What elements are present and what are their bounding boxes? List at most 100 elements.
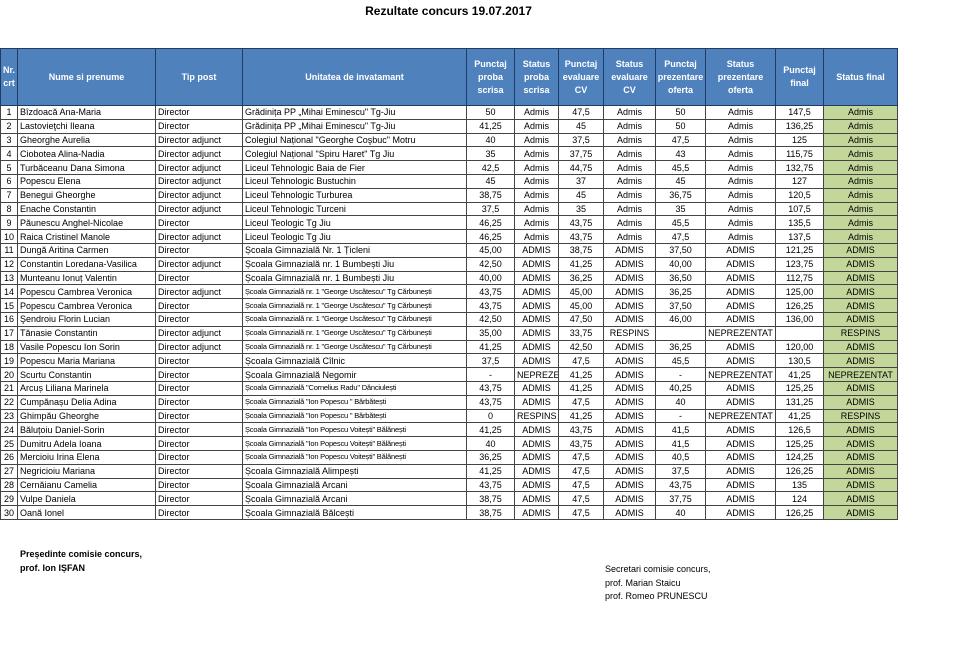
table-cell: Constantin Loredana-Vasilica [17,256,156,272]
table-cell: 36,25 [558,270,604,286]
table-cell: ADMIS [823,311,898,327]
table-cell: 47,5 [558,477,604,493]
table-cell: 45,5 [655,353,706,369]
table-cell: 8 [0,201,18,217]
table-cell: Director [155,394,243,410]
table-cell: 45,5 [655,160,706,175]
table-cell: 36,50 [655,270,706,286]
table-cell: 35 [466,146,515,162]
table-cell: ADMIS [823,505,898,520]
table-cell: Director adjunct [155,229,243,244]
table-cell: ADMIS [514,284,559,300]
table-cell: 43,75 [558,229,604,244]
table-cell: Vasile Popescu Ion Sorin [17,339,156,355]
table-cell: 35,00 [466,325,515,341]
table-cell: 126,25 [775,463,824,479]
table-cell: 45 [558,118,604,134]
table-cell: Liceul Tehnologic Turburea [242,187,467,203]
header-row: Nr. crt Nume si prenume Tip post Unitatea d… [0,48,898,106]
table-cell: Director adjunct [155,160,243,175]
table-cell: 115,75 [775,146,824,162]
table-cell: 45,00 [558,284,604,300]
table-cell: 41,25 [558,380,604,396]
table-cell: Popescu Elena [17,173,156,189]
table-cell: Director adjunct [155,146,243,162]
table-cell: 125,00 [775,284,824,300]
table-cell: 6 [0,173,18,189]
table-cell: Școala Gimnazială Nr. 1 Țicleni [242,242,467,258]
table-cell: 41,25 [775,367,824,382]
table-cell: NEPREZENTAT [705,367,776,382]
table-cell: 47,5 [655,132,706,148]
table-row: 26 Mercioiu Irina Elena Director Școala Gim… [0,449,898,465]
table-cell: Admis [823,146,898,162]
table-cell: Admis [705,105,776,120]
table-row: 21 Arcuș Liliana Marinela Director Școala G… [0,380,898,396]
table-cell: Liceul Tehnologic Bustuchin [242,173,467,189]
table-cell: 37,5 [466,201,515,217]
table-cell: ADMIS [705,270,776,286]
table-cell: - [466,367,515,382]
table-cell: 45,00 [466,242,515,258]
table-cell: Școala Gimnazială "Ion Popescu " Bărbăte… [242,394,467,410]
table-cell: 43,75 [466,298,515,313]
table-cell: ADMIS [514,463,559,479]
table-cell: ADMIS [514,477,559,493]
table-cell: 37,5 [558,132,604,148]
table-cell: 20 [0,367,18,382]
table-cell: 25 [0,436,18,451]
table-cell: 126,25 [775,505,824,520]
table-cell: 125,25 [775,380,824,396]
table-cell: 41,25 [558,408,604,424]
table-cell: 43 [655,146,706,162]
table-cell: ADMIS [705,311,776,327]
table-cell: ADMIS [705,449,776,465]
table-cell: 23 [0,408,18,424]
table-cell: ADMIS [705,422,776,438]
table-cell: Popescu Cambrea Veronica [17,284,156,300]
table-cell: 47,5 [558,505,604,520]
table-cell: NEPREZENTAT [705,408,776,424]
table-cell: ADMIS [823,298,898,313]
table-cell: ADMIS [603,408,656,424]
table-cell: ADMIS [705,256,776,272]
table-cell: ADMIS [705,477,776,493]
table-cell: Arcuș Liliana Marinela [17,380,156,396]
table-row: 24 Băluțoiu Daniel-Sorin Director Școala Gi… [0,422,898,438]
table-cell: 137,5 [775,229,824,244]
table-cell: ADMIS [514,242,559,258]
table-cell: ADMIS [823,491,898,507]
table-cell: ADMIS [705,505,776,520]
signature-line: Președinte comisie concurs, [20,549,143,559]
table-cell: 37,50 [655,298,706,313]
table-cell: 24 [0,422,18,438]
table-cell: 15 [0,298,18,313]
column-header: Punctaj prezentare oferta [655,48,706,106]
table-cell: 47,5 [558,491,604,507]
table-cell: 38,75 [466,187,515,203]
table-cell: ADMIS [514,436,559,451]
table-cell: 37,75 [655,491,706,507]
table-cell: 16 [0,311,18,327]
column-header: Nume si prenume [17,48,156,106]
table-row: 7 Benegui Gheorghe Director adjunct Liceul … [0,187,898,203]
table-row: 10 Raica Cristinel Manole Director adjunct… [0,229,898,244]
table-row: 23 Ghimpău Gheorghe Director Școala Gimnazi… [0,408,898,424]
table-cell: ADMIS [823,270,898,286]
table-cell: 12 [0,256,18,272]
table-cell: 125 [775,132,824,148]
table-cell: 40,5 [655,449,706,465]
table-cell: 121,25 [775,242,824,258]
table-cell: 130,5 [775,353,824,369]
table-cell: Școala Gimnazială nr. 1 "George Uscătesc… [242,339,467,355]
table-cell: Admis [514,105,559,120]
table-cell: 30 [0,505,18,520]
table-cell: RESPINS [514,408,559,424]
table-cell: 33,75 [558,325,604,341]
table-cell: Admis [823,118,898,134]
table-cell: ADMIS [514,353,559,369]
table-cell: Popescu Cambrea Veronica [17,298,156,313]
table-cell: Benegui Gheorghe [17,187,156,203]
table-cell: Școala Gimnazială Negomir [242,367,467,382]
table-cell: 3 [0,132,18,148]
